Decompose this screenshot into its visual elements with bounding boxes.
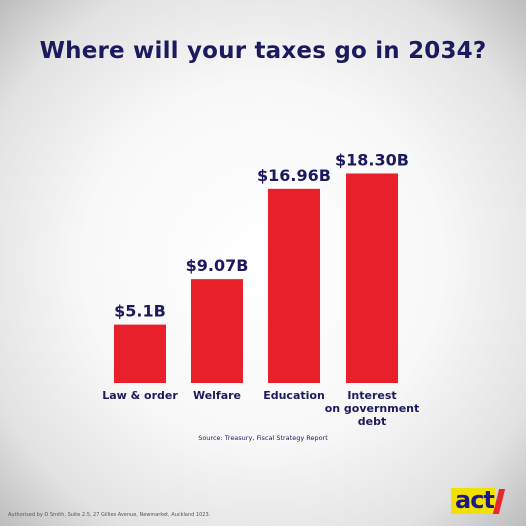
bar-2 [268, 188, 320, 383]
bar-0 [114, 324, 166, 383]
value-label-1: $9.07B [186, 256, 249, 275]
value-label-0: $5.1B [114, 302, 166, 321]
logo-text: act [455, 486, 495, 514]
source-note: Source: Treasury, Fiscal Strategy Report [198, 434, 328, 442]
act-logo: act [451, 486, 506, 515]
bar-3 [346, 173, 398, 383]
category-label-2: Education [263, 389, 325, 402]
value-label-3: $18.30B [335, 150, 409, 169]
category-label-0: Law & order [102, 389, 178, 402]
value-label-2: $16.96B [257, 166, 331, 185]
bar-1 [191, 279, 243, 383]
category-label-3: Interest on government debt [325, 389, 420, 428]
chart-title: Where will your taxes go in 2034? [39, 38, 487, 64]
category-label-1: Welfare [193, 389, 241, 402]
authorisation-note: Authorised by D Smith, Suite 2.5, 27 Gil… [8, 512, 211, 518]
logo-box [451, 488, 495, 514]
